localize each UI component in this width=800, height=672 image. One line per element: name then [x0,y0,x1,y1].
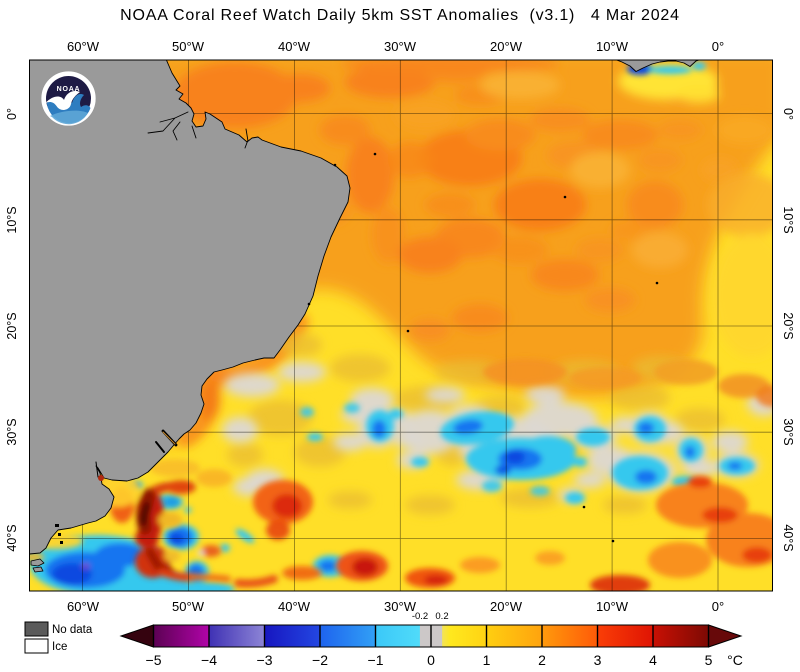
svg-text:50°W: 50°W [172,599,205,614]
svg-text:0°: 0° [712,39,724,54]
svg-text:−5: −5 [146,652,162,668]
svg-text:40°W: 40°W [278,39,311,54]
svg-text:10°S: 10°S [5,206,19,233]
svg-text:40°S: 40°S [5,524,19,551]
svg-text:−2: −2 [312,652,328,668]
svg-text:50°W: 50°W [172,39,205,54]
svg-text:-0.2: -0.2 [412,611,428,622]
svg-text:4: 4 [649,652,657,668]
svg-text:20°S: 20°S [5,312,19,339]
svg-text:0°: 0° [712,599,724,614]
svg-text:0.2: 0.2 [435,611,448,622]
svg-text:3: 3 [594,652,602,668]
svg-text:10°W: 10°W [596,599,629,614]
svg-text:0: 0 [427,652,435,668]
svg-text:30°W: 30°W [384,599,417,614]
svg-text:No data: No data [52,624,93,636]
svg-text:0°: 0° [5,108,19,120]
svg-text:20°S: 20°S [781,312,795,339]
svg-text:30°S: 30°S [5,418,19,445]
svg-text:5: 5 [705,652,713,668]
svg-text:10°S: 10°S [781,206,795,233]
svg-text:°C: °C [727,652,743,668]
svg-text:20°W: 20°W [490,39,523,54]
svg-text:−1: −1 [368,652,384,668]
svg-text:2: 2 [538,652,546,668]
svg-text:40°W: 40°W [278,599,311,614]
svg-text:0°: 0° [781,108,795,120]
svg-text:1: 1 [483,652,491,668]
svg-text:60°W: 60°W [67,599,100,614]
svg-text:30°W: 30°W [384,39,417,54]
svg-text:10°W: 10°W [596,39,629,54]
svg-text:40°S: 40°S [781,524,795,551]
svg-text:−3: −3 [257,652,273,668]
svg-text:30°S: 30°S [781,418,795,445]
svg-text:NOAA Coral Reef Watch Daily 5k: NOAA Coral Reef Watch Daily 5km SST Anom… [120,7,680,24]
svg-text:NOAA: NOAA [57,86,81,93]
svg-text:Ice: Ice [52,641,67,653]
svg-text:20°W: 20°W [490,599,523,614]
svg-text:60°W: 60°W [67,39,100,54]
svg-text:−4: −4 [201,652,217,668]
